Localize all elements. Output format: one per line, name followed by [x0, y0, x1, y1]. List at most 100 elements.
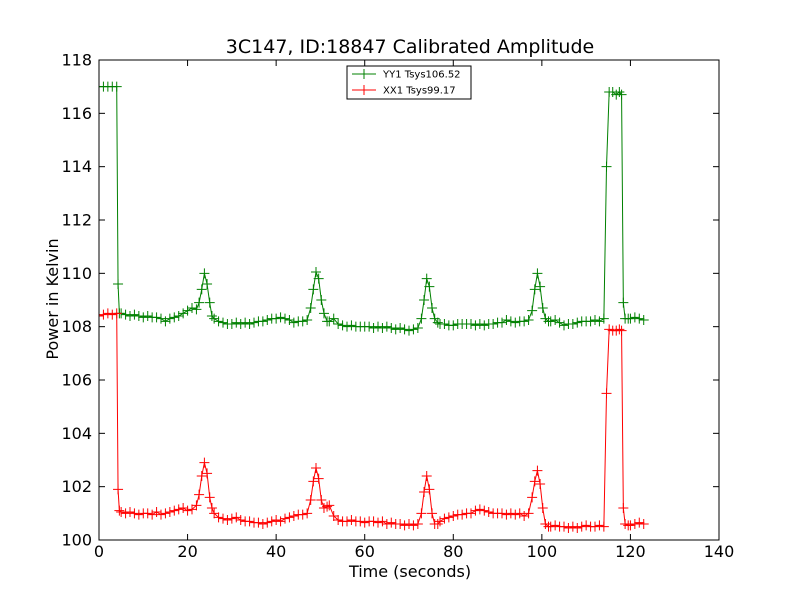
data-point-marker: [634, 313, 645, 324]
y-tick-label: 118: [61, 51, 92, 70]
data-point-marker: [386, 517, 397, 528]
data-point-marker: [271, 515, 282, 525]
data-point-marker: [288, 511, 299, 521]
data-point-marker: [519, 511, 530, 521]
data-point-marker: [253, 517, 264, 528]
data-point-marker: [594, 520, 605, 531]
data-point-marker: [244, 516, 255, 527]
data-point-marker: [324, 316, 335, 327]
data-point-marker: [262, 517, 273, 528]
data-point-marker: [187, 303, 197, 313]
data-point-marker: [125, 507, 135, 517]
data-point-marker: [147, 509, 158, 520]
data-point-marker: [629, 312, 640, 323]
data-point-marker: [297, 509, 308, 520]
data-point-marker: [408, 520, 419, 531]
data-point-marker: [102, 308, 113, 319]
data-point-marker: [333, 319, 344, 329]
y-tick-label: 110: [61, 264, 92, 283]
data-point-marker: [213, 316, 224, 327]
data-point-marker: [209, 508, 220, 519]
data-point-marker: [346, 320, 357, 331]
y-tick-label: 106: [61, 371, 92, 390]
data-point-marker: [249, 317, 259, 328]
data-point-marker: [395, 323, 406, 333]
data-point-marker: [532, 268, 543, 279]
data-point-marker: [537, 503, 548, 513]
data-point-marker: [284, 512, 295, 523]
y-tick-label: 100: [61, 531, 92, 550]
data-point-marker: [448, 320, 459, 331]
data-point-marker: [614, 324, 625, 335]
data-point-marker: [505, 316, 516, 327]
plot-area: [99, 60, 719, 540]
data-point-marker: [598, 521, 609, 532]
data-point-marker: [412, 323, 423, 333]
data-point-marker: [559, 521, 569, 532]
data-point-marker: [316, 495, 327, 505]
data-point-marker: [194, 297, 205, 308]
data-point-marker: [424, 281, 435, 292]
x-tick-label: 120: [615, 542, 646, 561]
data-point-marker: [240, 317, 251, 328]
data-point-marker: [226, 513, 237, 524]
data-point-marker: [173, 504, 184, 515]
data-point-marker: [377, 516, 388, 527]
data-point-marker: [280, 513, 290, 524]
data-point-marker: [412, 519, 423, 529]
data-point-marker: [581, 520, 592, 531]
data-point-marker: [368, 516, 379, 527]
data-point-marker: [342, 516, 352, 527]
data-point-marker: [116, 507, 127, 517]
y-tick-label: 116: [61, 104, 92, 123]
data-point-marker: [355, 516, 366, 527]
data-point-marker: [545, 316, 556, 327]
legend-marker: [359, 85, 369, 95]
y-tick-label: 112: [61, 211, 92, 230]
data-point-marker: [554, 317, 565, 328]
data-point-marker: [333, 515, 344, 525]
data-point-marker: [523, 508, 534, 519]
data-point-marker: [262, 315, 273, 325]
data-point-marker: [470, 320, 481, 331]
data-point-marker: [156, 313, 166, 324]
y-axis-ticks: 100 102 104 106 108 110 112 114 116 118: [61, 51, 719, 550]
x-tick-label: 0: [94, 542, 104, 561]
data-point-marker: [202, 279, 213, 289]
data-point-marker: [625, 313, 636, 324]
data-point-marker: [316, 295, 327, 305]
data-point-marker: [213, 512, 224, 523]
data-point-marker: [275, 312, 286, 323]
x-tick-label: 100: [527, 542, 558, 561]
data-point-marker: [567, 319, 578, 329]
data-point-marker: [328, 511, 339, 521]
data-point-marker: [111, 81, 122, 92]
data-point-marker: [164, 313, 175, 324]
data-point-marker: [529, 284, 540, 295]
x-tick-label: 40: [266, 542, 286, 561]
data-point-marker: [218, 513, 228, 524]
data-point-marker: [629, 519, 640, 529]
data-point-marker: [535, 479, 546, 489]
data-point-marker: [625, 520, 636, 531]
data-point-marker: [160, 316, 171, 327]
data-point-marker: [297, 316, 308, 327]
y-tick-label: 102: [61, 477, 92, 496]
data-point-marker: [318, 308, 329, 319]
data-point-marker: [187, 504, 197, 515]
data-point-marker: [114, 505, 125, 516]
data-point-marker: [169, 505, 180, 516]
data-point-marker: [182, 505, 193, 516]
data-point-marker: [202, 468, 213, 479]
data-point-marker: [235, 515, 246, 525]
y-tick-label: 114: [61, 157, 92, 176]
data-point-marker: [427, 508, 438, 519]
data-point-marker: [204, 492, 215, 503]
data-point-marker: [399, 520, 410, 531]
data-point-marker: [585, 316, 596, 327]
data-point-marker: [421, 471, 432, 481]
data-point-marker: [519, 316, 530, 327]
data-point-marker: [99, 309, 109, 320]
series-layer: [99, 81, 649, 533]
data-point-marker: [616, 89, 627, 100]
